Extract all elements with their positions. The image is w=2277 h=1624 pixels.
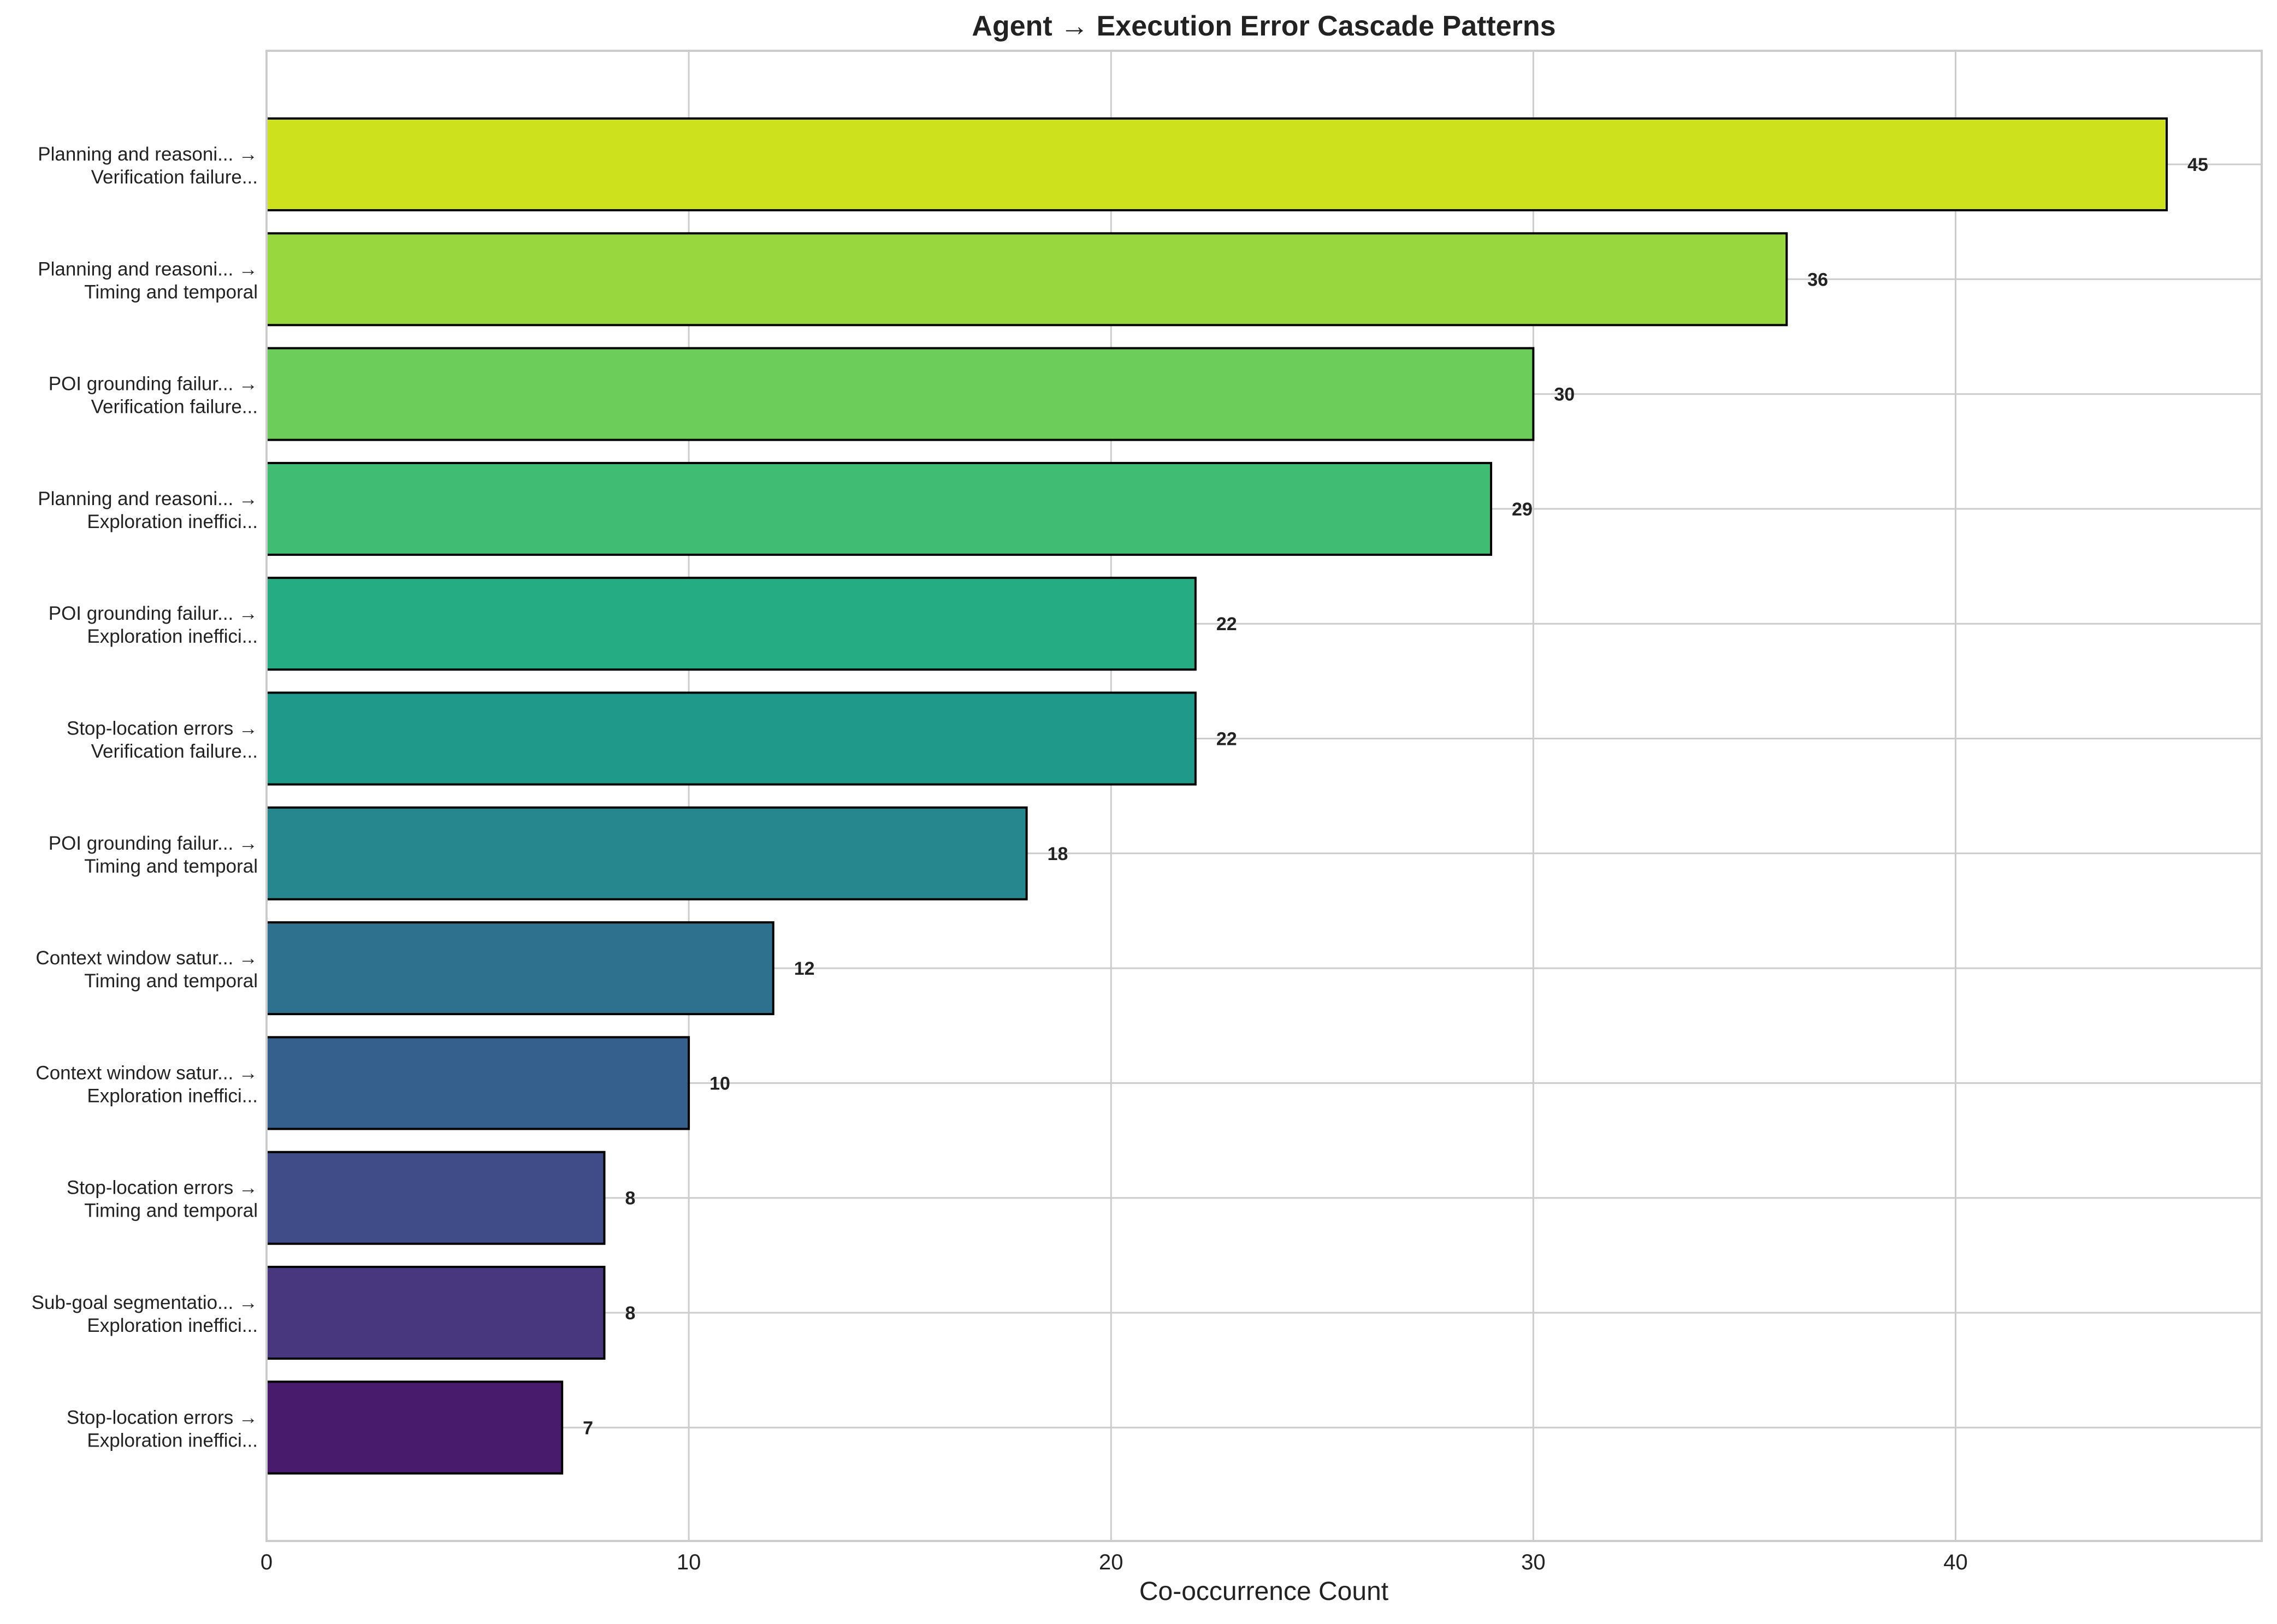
y-tick-label-line-2: Verification failure...: [91, 741, 258, 762]
y-tick-label: POI grounding failur... → Verification fa…: [49, 374, 258, 418]
bar: [265, 232, 1788, 327]
y-tick-label: Planning and reasoni... → Timing and temp…: [38, 258, 258, 303]
y-tick-label-line-1: Planning and reasoni... →: [38, 488, 258, 509]
bar: [265, 117, 2168, 211]
bar: [265, 461, 1493, 556]
y-tick-label-line-2: Timing and temporal: [84, 1200, 258, 1222]
chart-title: Agent → Execution Error Cascade Patterns: [972, 10, 1556, 42]
y-tick-label-line-2: Exploration ineffici...: [87, 511, 258, 532]
bar-value-label: 8: [625, 1188, 635, 1209]
y-tick-label-line-1: Stop-location errors →: [67, 1407, 258, 1428]
bar: [265, 1266, 606, 1360]
bar: [265, 691, 1197, 786]
y-tick-label-line-1: Planning and reasoni... →: [38, 144, 258, 165]
plot-frame: [265, 50, 2263, 1542]
y-tick-label: POI grounding failur... → Exploration ine…: [49, 603, 258, 647]
bar: [265, 921, 774, 1016]
bar-value-label: 29: [1512, 499, 1533, 520]
x-tick-label: 30: [1521, 1550, 1546, 1574]
x-axis-label: Co-occurrence Count: [1139, 1577, 1388, 1606]
y-tick-label-line-2: Exploration ineffici...: [87, 1085, 258, 1106]
y-tick-label-line-1: POI grounding failur... →: [49, 603, 258, 624]
y-tick-label: Context window satur... → Exploration ine…: [36, 1062, 258, 1106]
y-tick-label-line-2: Verification failure...: [91, 396, 258, 418]
x-tick-label: 20: [1099, 1550, 1123, 1574]
y-tick-label-line-1: Context window satur... →: [36, 947, 258, 969]
bar: [265, 806, 1028, 900]
bar-value-label: 8: [625, 1303, 635, 1324]
y-tick-label-line-2: Exploration ineffici...: [87, 1430, 258, 1451]
y-tick-label-line-2: Exploration ineffici...: [87, 626, 258, 647]
y-tick-label-line-2: Timing and temporal: [84, 970, 258, 992]
y-tick-label-line-1: Stop-location errors →: [67, 718, 258, 739]
bar: [265, 577, 1197, 671]
y-tick-label-line-2: Timing and temporal: [84, 856, 258, 877]
y-tick-label: Stop-location errors → Timing and tempora…: [67, 1177, 258, 1222]
bar-value-label: 7: [583, 1418, 593, 1438]
bar-value-label: 22: [1216, 614, 1237, 635]
bars: [265, 117, 2168, 1475]
y-tick-label: Context window satur... → Timing and temp…: [36, 947, 258, 992]
bar: [265, 347, 1535, 441]
bar-value-label: 10: [709, 1073, 730, 1094]
y-tick-label-line-1: Stop-location errors →: [67, 1177, 258, 1199]
y-tick-label: Sub-goal segmentatio... → Exploration ine…: [32, 1292, 258, 1336]
y-tick-label: POI grounding failur... → Timing and temp…: [49, 833, 258, 877]
bar: [265, 1151, 606, 1245]
x-tick-label: 0: [261, 1550, 273, 1574]
bar-value-label: 12: [794, 958, 815, 979]
bar: [265, 1036, 690, 1130]
y-tick-label-line-1: Planning and reasoni... →: [38, 258, 258, 280]
bar-value-label: 36: [1807, 269, 1828, 290]
bar: [265, 1380, 564, 1475]
x-tick-label: 10: [677, 1550, 701, 1574]
y-tick-label-line-1: POI grounding failur... →: [49, 833, 258, 854]
y-tick-label-line-1: Sub-goal segmentatio... →: [32, 1292, 258, 1313]
y-tick-label-line-2: Verification failure...: [91, 167, 258, 188]
y-tick-label: Planning and reasoni... → Verification fa…: [38, 144, 258, 188]
bar-value-label: 45: [2187, 155, 2208, 175]
bar-value-label: 30: [1554, 384, 1575, 405]
y-tick-label: Planning and reasoni... → Exploration ine…: [38, 488, 258, 532]
bar-value-label: 22: [1216, 729, 1237, 750]
y-tick-label: Stop-location errors → Verification failu…: [67, 718, 258, 762]
y-tick-label-line-2: Exploration ineffici...: [87, 1315, 258, 1336]
x-tick-label: 40: [1943, 1550, 1968, 1574]
bar-value-label: 18: [1048, 844, 1068, 864]
y-tick-label-line-1: POI grounding failur... →: [49, 374, 258, 395]
y-tick-label-line-2: Timing and temporal: [84, 281, 258, 303]
y-tick-label-line-1: Context window satur... →: [36, 1062, 258, 1083]
y-tick-label: Stop-location errors → Exploration ineffi…: [67, 1407, 258, 1451]
